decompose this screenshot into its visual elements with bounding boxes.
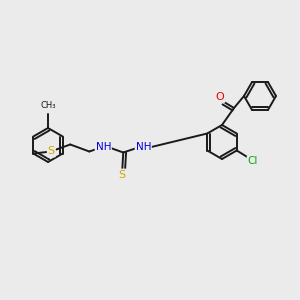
- Text: O: O: [216, 92, 224, 102]
- Text: S: S: [48, 146, 55, 157]
- Text: NH: NH: [95, 142, 111, 152]
- Text: CH₃: CH₃: [40, 101, 56, 110]
- Text: Cl: Cl: [248, 157, 258, 166]
- Text: NH: NH: [136, 142, 151, 152]
- Text: S: S: [119, 169, 126, 179]
